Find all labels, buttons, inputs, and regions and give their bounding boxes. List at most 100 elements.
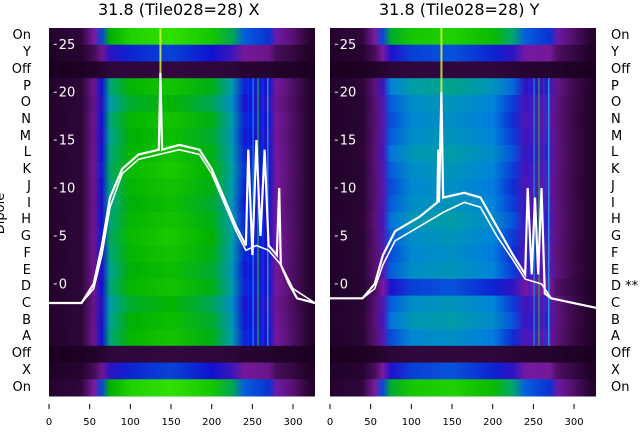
series-line-x [49,72,316,305]
y-tick-label: 25 [340,38,357,53]
y-tick-label: 20 [59,86,76,101]
row-label: On [611,28,630,44]
heatmap-row [49,345,315,364]
heatmap-row [330,128,596,146]
y-tick-label: 25 [59,38,76,53]
row-label: A [22,329,31,345]
row-label: L [611,145,619,161]
row-label: F [23,245,31,261]
row-label: Off [11,61,31,77]
heatmap-row [49,362,315,380]
x-tick-label: 0 [46,417,52,428]
row-label: M [611,128,623,144]
row-label: G [611,229,622,245]
heatmap-row [330,262,596,280]
row-label: F [611,245,619,261]
heatmap-row [49,295,315,313]
row-label: O [20,95,31,111]
heatmap-row [330,161,596,180]
heatmap-row [49,379,315,397]
y-tick-label: 5 [340,229,348,244]
x-tick-label: 0 [327,417,333,428]
x-tick-label: 150 [161,417,180,428]
heatmap-row [330,111,596,129]
row-label: C [21,296,31,311]
series-line-x2 [49,148,316,304]
row-label: J [611,178,615,194]
row-label: L [23,145,31,161]
row-label: D ** [611,279,639,295]
series-line-y [330,92,597,309]
row-label: M [19,128,31,144]
heatmap-row [49,61,315,79]
row-label: Off [611,346,631,362]
heatmap-streak [543,78,545,346]
heatmap-streak [538,78,540,346]
heatmap-row [330,312,596,330]
row-label: Off [11,346,31,362]
row-label: G [20,229,31,245]
row-label: H [21,212,31,228]
y-tick-label: 15 [340,134,357,149]
heatmap-row [330,245,596,263]
x-tick-label: 200 [202,417,221,428]
heatmap-streak [262,78,264,346]
heatmap-row [49,312,315,330]
heatmap-streak [159,28,162,95]
row-label: I [611,195,615,211]
heatmap-row [49,161,315,180]
heatmap-streak [257,78,259,346]
row-label: On [12,28,31,44]
row-label: E [22,262,31,278]
row-label: C [611,296,621,311]
heatmap-row [49,44,315,62]
heatmap-row [330,28,596,46]
heatmap-streak [440,28,443,95]
row-label: K [22,162,31,178]
row-label: B [611,312,620,328]
x-tick-label: 50 [83,417,96,428]
heatmap-row [330,362,596,380]
y-tick-label: 15 [59,134,76,149]
heatmap-row [330,61,596,79]
heatmap-row [330,228,596,246]
heatmap-row [49,262,315,280]
row-label: I [27,195,31,211]
row-label: On [12,379,31,395]
heatmap-row [330,78,596,96]
heatmap-row [49,212,315,230]
heatmap-row [49,329,315,347]
heatmap-row [49,128,315,146]
heatmap-row [49,111,315,129]
heatmap-row [49,145,315,163]
row-label: X [22,362,31,378]
y-tick-label: 10 [59,182,76,197]
y-tick-label: 0 [340,277,348,292]
row-label: N [611,112,621,127]
row-label: Y [23,45,31,61]
left-chart-title: 31.8 (Tile028=28) X [98,0,260,19]
heatmap-row [330,329,596,347]
heatmap-row [49,94,315,113]
row-label: Off [611,61,631,77]
series-line-y2 [330,201,597,309]
y-tick-label: 10 [340,182,357,197]
right-chart-title: 31.8 (Tile028=28) Y [379,0,540,19]
heatmap-row [330,145,596,163]
row-label: J [27,178,31,194]
row-label: A [611,329,620,345]
heatmap-streak [548,78,550,346]
x-tick-label: 100 [121,417,140,428]
x-tick-label: 250 [243,417,262,428]
row-label: D [20,279,31,295]
x-tick-label: 150 [442,417,461,428]
row-label: O [611,95,622,111]
y-tick-label: 0 [59,277,67,292]
heatmap-row [330,345,596,364]
x-tick-label: 100 [402,417,421,428]
row-label: P [23,78,31,94]
heatmap-row [49,228,315,246]
row-label: X [611,362,620,378]
heatmap-row [330,379,596,397]
row-label: On [611,379,630,395]
